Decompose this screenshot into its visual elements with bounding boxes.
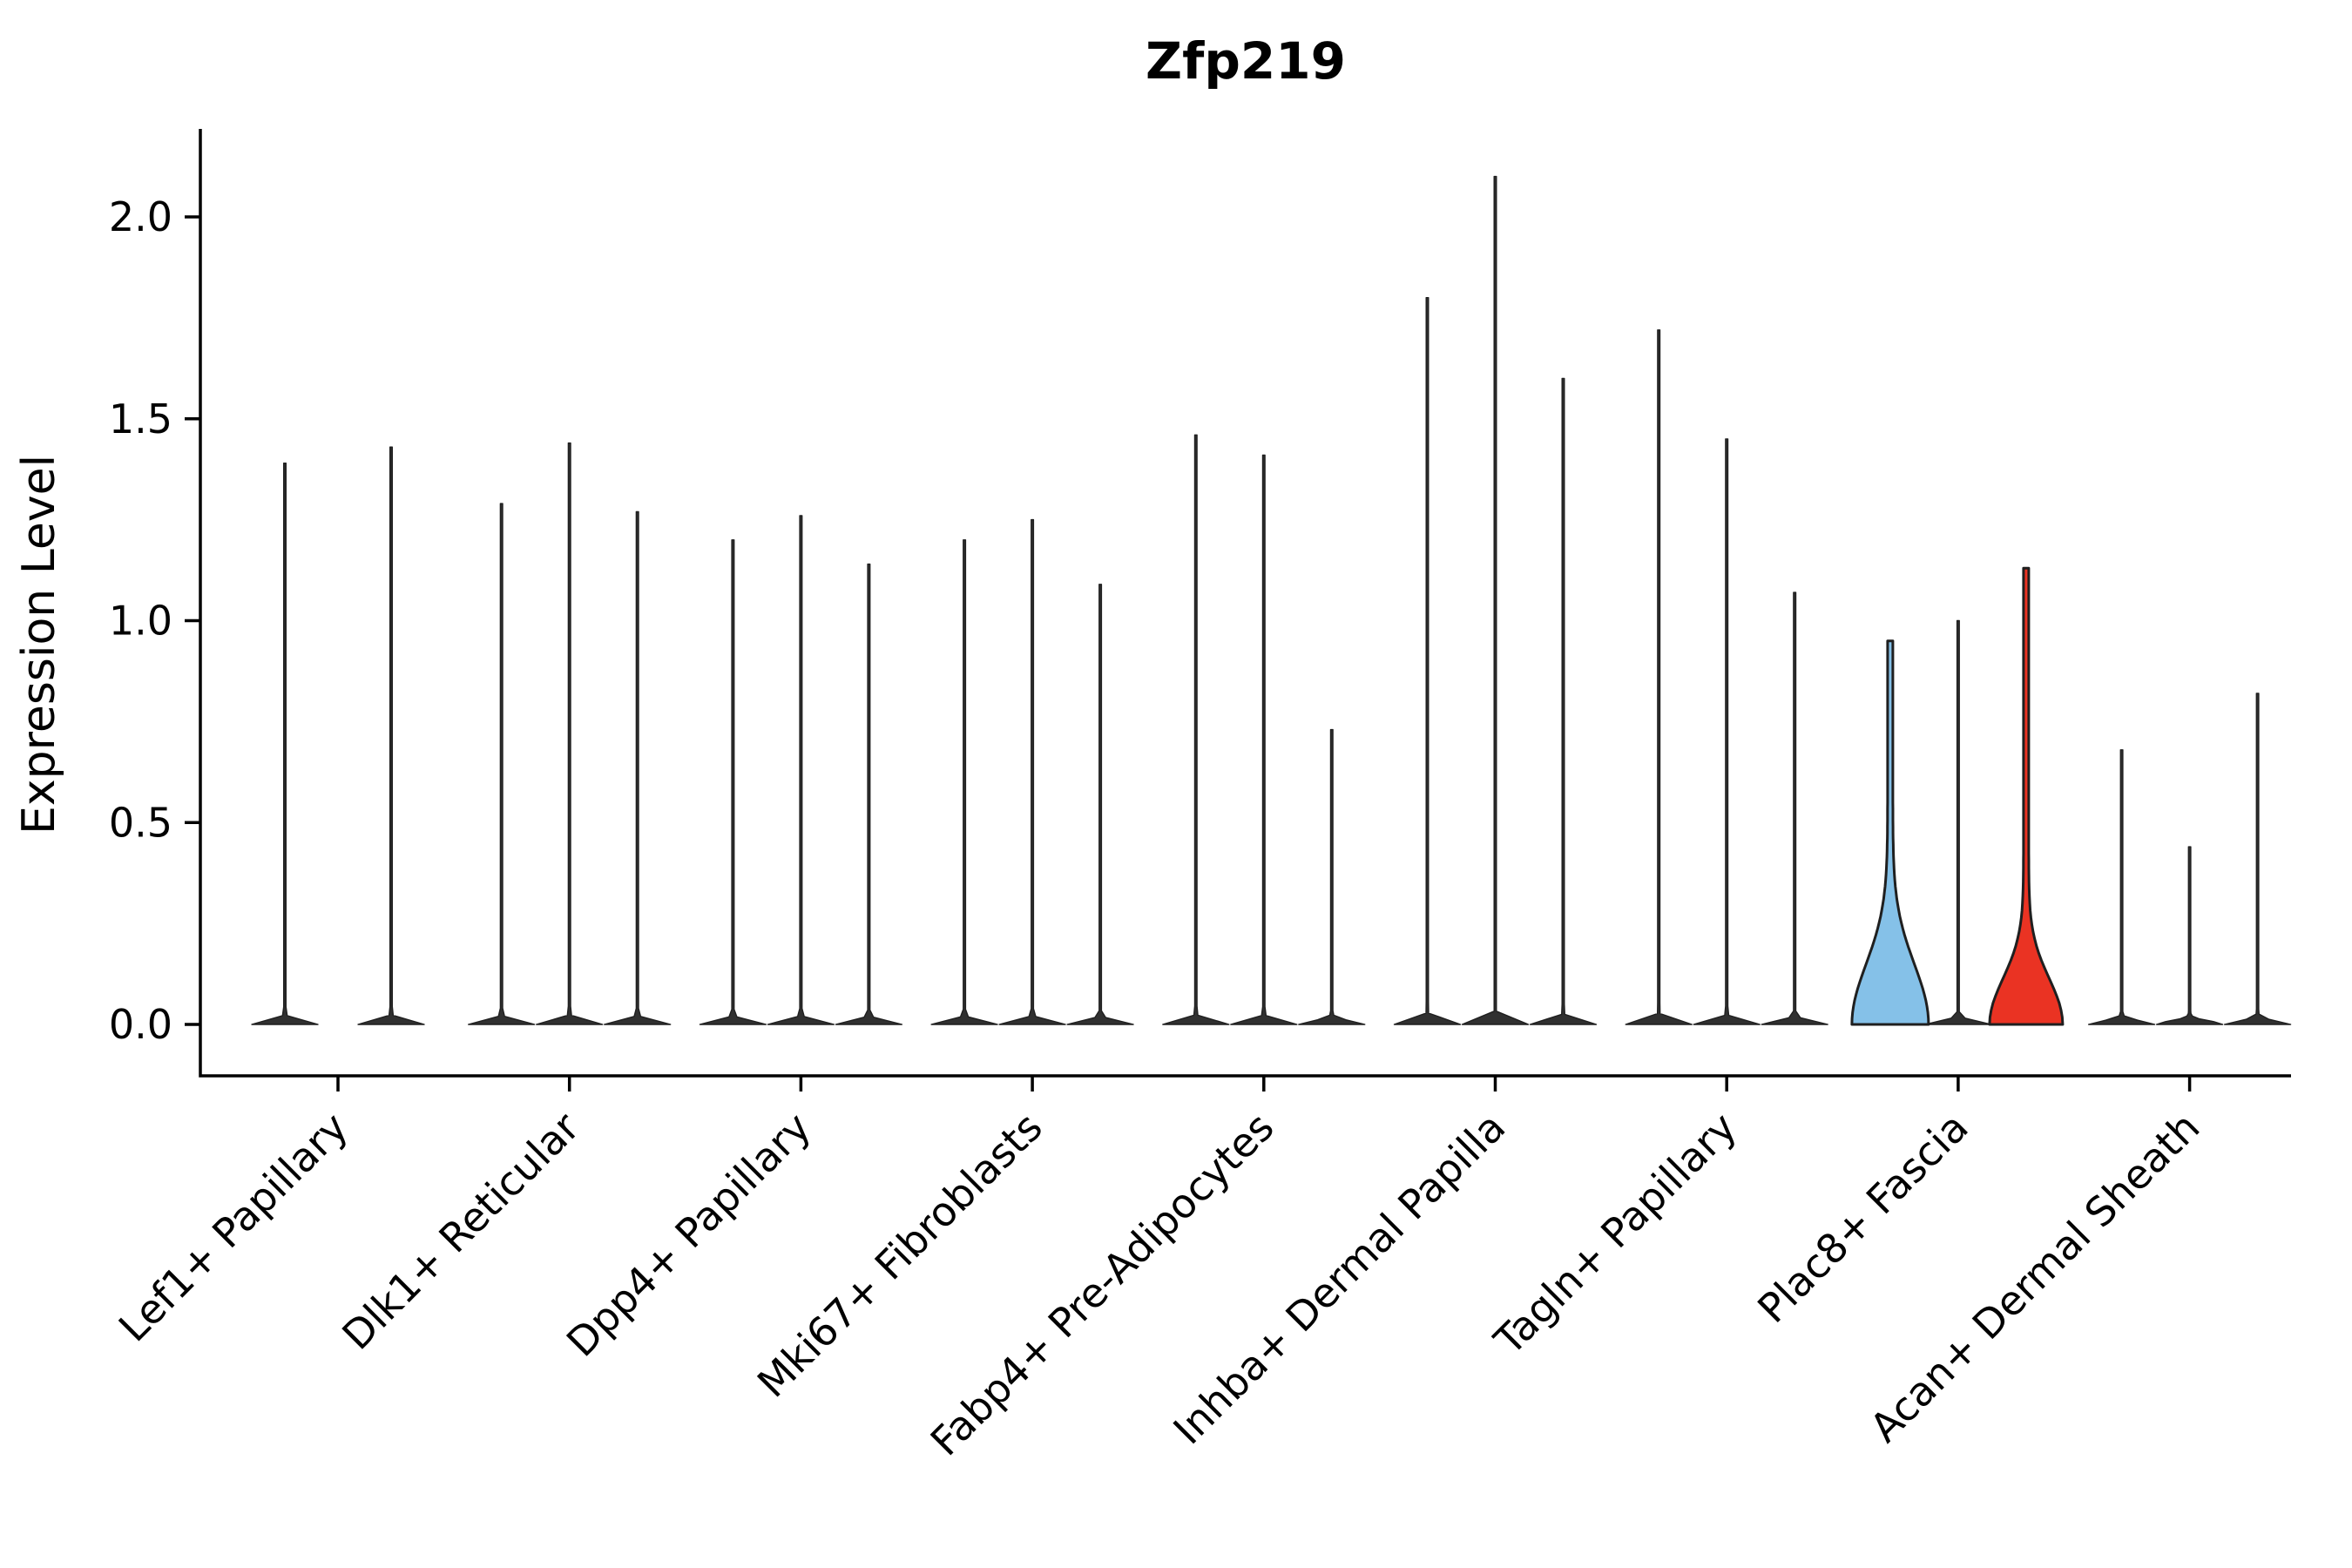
violin — [2087, 749, 2156, 1025]
y-tick-label: 0.5 — [109, 799, 172, 846]
violin — [1066, 584, 1134, 1025]
violin — [2155, 846, 2224, 1025]
violin — [1924, 619, 1992, 1025]
x-tick-label: Dlk1+ Reticular — [333, 1104, 588, 1359]
violin — [1162, 434, 1230, 1025]
y-tick-label: 2.0 — [109, 193, 172, 240]
violin — [536, 442, 604, 1025]
violin — [468, 503, 536, 1025]
chart-title: Zfp219 — [1146, 31, 1346, 91]
violin — [1298, 728, 1366, 1025]
violin — [767, 515, 835, 1025]
violin — [604, 510, 672, 1025]
y-axis-label: Expression Level — [13, 455, 65, 835]
violin — [1230, 454, 1298, 1025]
y-axis-ticks: 0.0 0.5 1.0 1.5 2.0 — [109, 193, 200, 1048]
violin — [1761, 591, 1828, 1025]
x-tick-label: Lef1+ Papillary — [110, 1104, 357, 1351]
y-tick-label: 0.0 — [109, 1001, 172, 1048]
x-tick-label: Tagln+ Papillary — [1484, 1104, 1746, 1365]
x-tick-label: Dpp4+ Papillary — [558, 1104, 820, 1366]
y-tick-label: 1.0 — [109, 598, 172, 645]
highlighted-violin — [1850, 639, 1930, 1026]
violin — [1625, 329, 1693, 1025]
violins — [251, 175, 2292, 1026]
y-tick-label: 1.5 — [109, 395, 172, 443]
violin — [1393, 297, 1462, 1025]
violin — [1693, 438, 1761, 1025]
violin — [930, 539, 998, 1025]
violin — [998, 518, 1066, 1025]
violin — [357, 446, 425, 1025]
x-tick-label: Plac8+ Fascia — [1748, 1104, 1977, 1332]
violin — [1461, 175, 1530, 1025]
axes — [199, 129, 2291, 1078]
highlighted-violin — [1988, 566, 2065, 1026]
violin — [835, 563, 903, 1025]
violin — [251, 463, 319, 1025]
violin — [699, 539, 767, 1025]
violin — [2223, 693, 2292, 1025]
axis-spines — [199, 129, 2291, 1078]
violin — [1529, 377, 1598, 1025]
